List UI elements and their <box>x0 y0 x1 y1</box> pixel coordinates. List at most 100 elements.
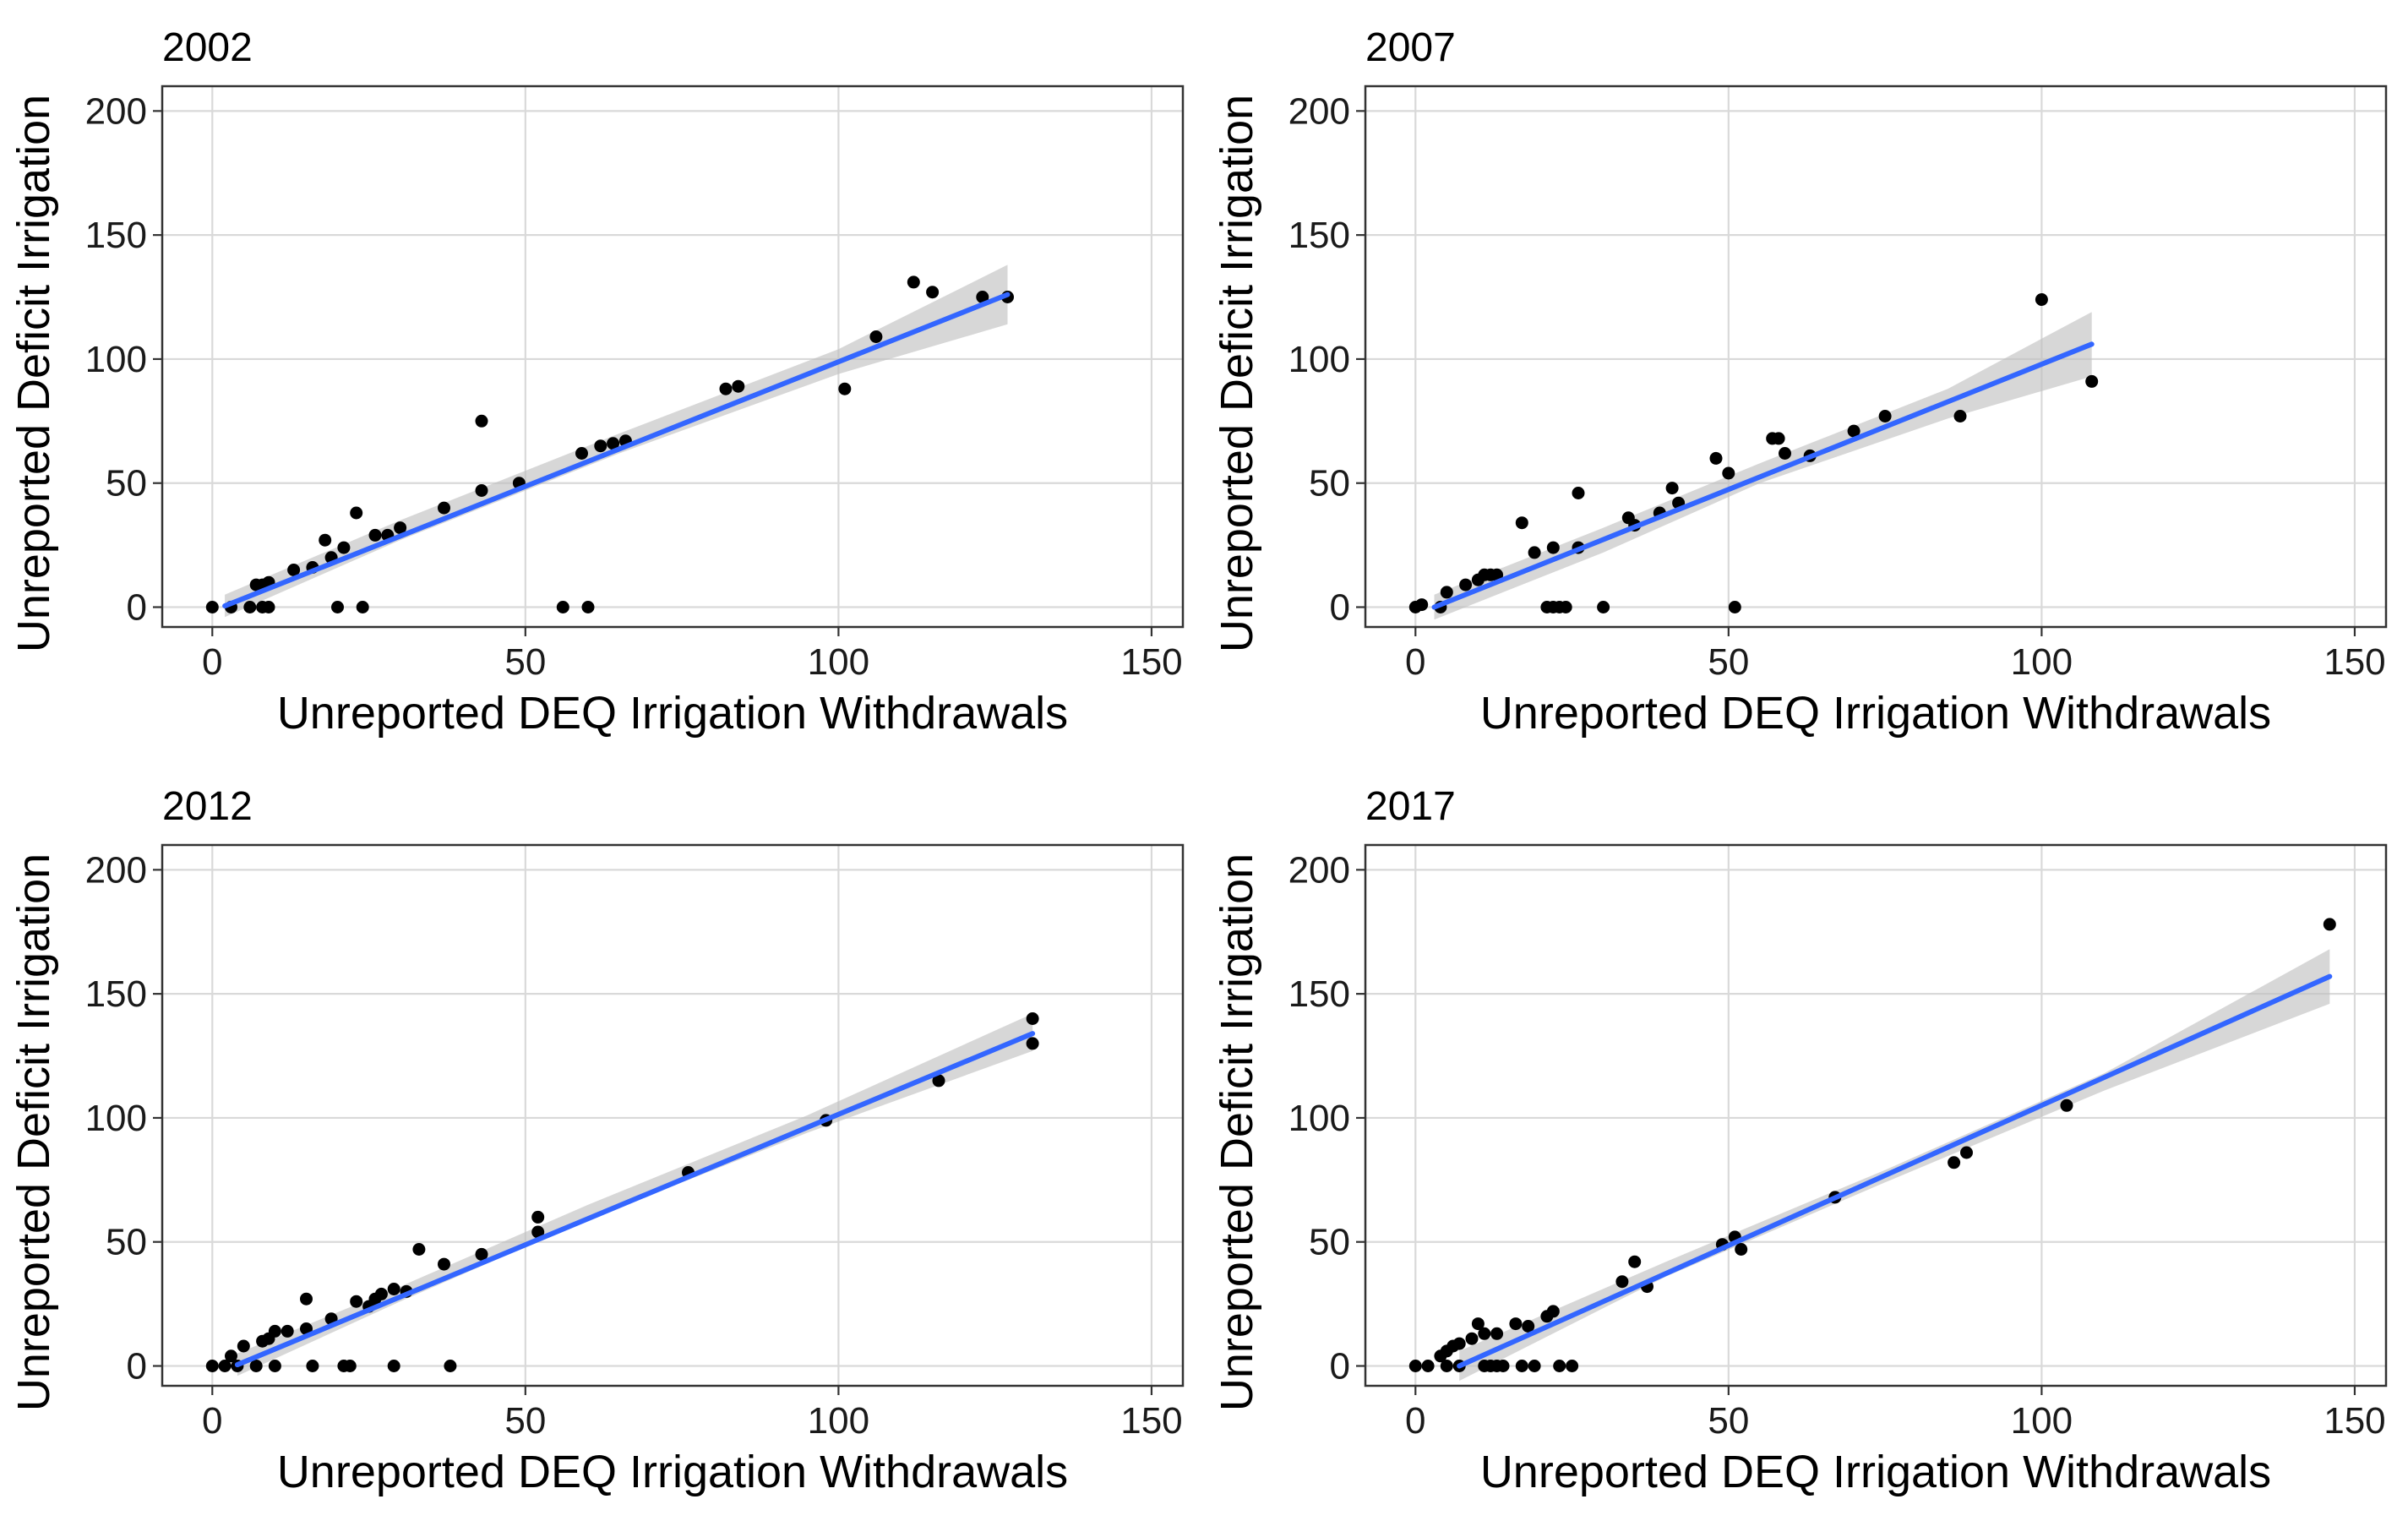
fit-line <box>234 1031 1036 1368</box>
data-point <box>1546 541 1560 554</box>
data-point <box>1026 1012 1039 1025</box>
x-tick-label: 100 <box>2011 1400 2073 1442</box>
fit-line <box>222 292 1011 609</box>
x-tick-label: 50 <box>1708 641 1749 683</box>
data-point <box>1722 466 1735 480</box>
x-axis-title: Unreported DEQ Irrigation Withdrawals <box>1480 1447 2271 1497</box>
plot-background <box>1365 845 2386 1386</box>
fit-line <box>1457 973 2333 1369</box>
data-point <box>932 1074 945 1088</box>
data-point <box>1779 447 1791 460</box>
data-point <box>387 1360 400 1372</box>
y-tick-label: 200 <box>85 849 147 891</box>
x-tick-label: 150 <box>1120 1400 1182 1442</box>
data-point <box>581 601 595 613</box>
data-point <box>1528 546 1541 559</box>
y-tick-label: 0 <box>127 587 147 629</box>
data-point <box>1709 451 1723 465</box>
x-axis-title: Unreported DEQ Irrigation Withdrawals <box>277 688 1068 739</box>
data-point <box>475 1247 488 1261</box>
x-tick-label: 100 <box>808 1400 869 1442</box>
y-axis-title: Unreported Deficit Irrigation <box>1212 95 1262 652</box>
chart-panel: 0 50 100 150 0 50 100 150 200 2017 Unreported DEQ … <box>1212 784 2388 1497</box>
data-point <box>225 1349 237 1363</box>
fit-line <box>1431 341 2095 610</box>
data-point <box>475 484 488 497</box>
panel-title: 2012 <box>162 784 253 829</box>
data-point <box>1522 1320 1535 1333</box>
data-point <box>1960 1146 1973 1159</box>
data-point <box>205 601 219 613</box>
data-point <box>1546 1305 1560 1318</box>
data-point <box>556 601 569 613</box>
data-point <box>1559 601 1572 613</box>
data-point <box>1026 1037 1039 1050</box>
data-point <box>1490 568 1504 581</box>
data-point <box>1566 1360 1579 1372</box>
data-point <box>319 533 332 547</box>
x-tick-label: 150 <box>2324 1400 2385 1442</box>
x-tick-label: 100 <box>808 641 869 683</box>
x-tick-label: 100 <box>2011 641 2073 683</box>
data-point <box>444 1360 457 1372</box>
data-point <box>1408 1360 1422 1372</box>
data-point <box>531 1225 545 1239</box>
data-point <box>218 1360 232 1372</box>
data-point <box>368 528 382 542</box>
y-tick-label: 150 <box>1288 215 1350 256</box>
chart-panel: 0 50 100 150 0 50 100 150 200 2007 Unreported DEQ … <box>1212 25 2388 739</box>
panel-border <box>1364 84 2388 629</box>
x-tick-label: 50 <box>1708 1400 1749 1442</box>
y-tick-label: 100 <box>1288 1098 1350 1139</box>
data-point <box>1528 1360 1541 1372</box>
data-point <box>594 439 607 453</box>
chart-panel: 0 50 100 150 0 50 100 150 200 2012 Unreported DEQ … <box>8 784 1185 1497</box>
data-point <box>243 601 257 613</box>
panel-title: 2007 <box>1365 25 1456 70</box>
data-point <box>1878 410 1892 422</box>
chart-panel: 0 50 100 150 0 50 100 150 200 2002 Unreported DEQ … <box>8 25 1185 739</box>
data-point <box>1735 1243 1748 1256</box>
data-point <box>2323 918 2336 931</box>
data-point <box>281 1324 294 1338</box>
data-point <box>1465 1332 1479 1345</box>
data-point <box>1471 1317 1485 1331</box>
data-point <box>1615 1275 1629 1289</box>
y-tick-label: 150 <box>85 215 147 256</box>
y-tick-label: 50 <box>106 1222 147 1263</box>
y-tick-label: 200 <box>85 90 147 132</box>
plot-background <box>1365 86 2386 627</box>
x-tick-label: 150 <box>2324 641 2385 683</box>
data-point <box>249 1360 263 1372</box>
data-point <box>1628 1255 1642 1268</box>
chart-panels: 0 50 100 150 0 50 100 150 200 2002 Unreported DEQ … <box>8 25 2388 1497</box>
data-point <box>607 437 620 450</box>
x-tick-label: 50 <box>504 641 546 683</box>
data-point <box>387 1283 400 1295</box>
data-point <box>2035 293 2048 306</box>
data-point <box>1553 1360 1566 1372</box>
data-point <box>205 1360 219 1372</box>
data-point <box>1452 1337 1466 1350</box>
y-tick-label: 100 <box>85 339 147 380</box>
data-point <box>331 601 344 613</box>
x-tick-label: 0 <box>202 641 222 683</box>
y-axis-title: Unreported Deficit Irrigation <box>1212 853 1262 1411</box>
data-point <box>732 379 745 393</box>
data-point <box>475 414 488 428</box>
data-point <box>350 506 363 520</box>
data-point <box>262 601 275 613</box>
y-tick-label: 50 <box>1309 1222 1350 1263</box>
y-tick-label: 200 <box>1288 849 1350 891</box>
data-point <box>1772 432 1785 445</box>
x-tick-label: 50 <box>504 1400 546 1442</box>
data-point <box>1728 601 1741 613</box>
y-tick-label: 50 <box>1309 463 1350 504</box>
data-point <box>412 1243 426 1256</box>
panel-border <box>161 84 1185 629</box>
data-point <box>268 1360 281 1372</box>
y-tick-label: 150 <box>85 973 147 1015</box>
x-tick-label: 0 <box>1405 1400 1425 1442</box>
data-point <box>1490 1327 1504 1340</box>
